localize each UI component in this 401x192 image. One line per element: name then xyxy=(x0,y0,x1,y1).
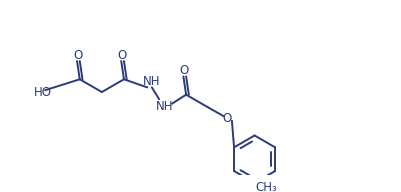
Text: HO: HO xyxy=(34,86,52,99)
Text: O: O xyxy=(117,49,127,62)
Text: O: O xyxy=(180,65,189,78)
Text: O: O xyxy=(73,49,83,62)
Text: CH₃: CH₃ xyxy=(255,181,277,192)
Text: NH: NH xyxy=(143,75,160,89)
Text: O: O xyxy=(223,112,232,125)
Text: NH: NH xyxy=(156,100,173,113)
